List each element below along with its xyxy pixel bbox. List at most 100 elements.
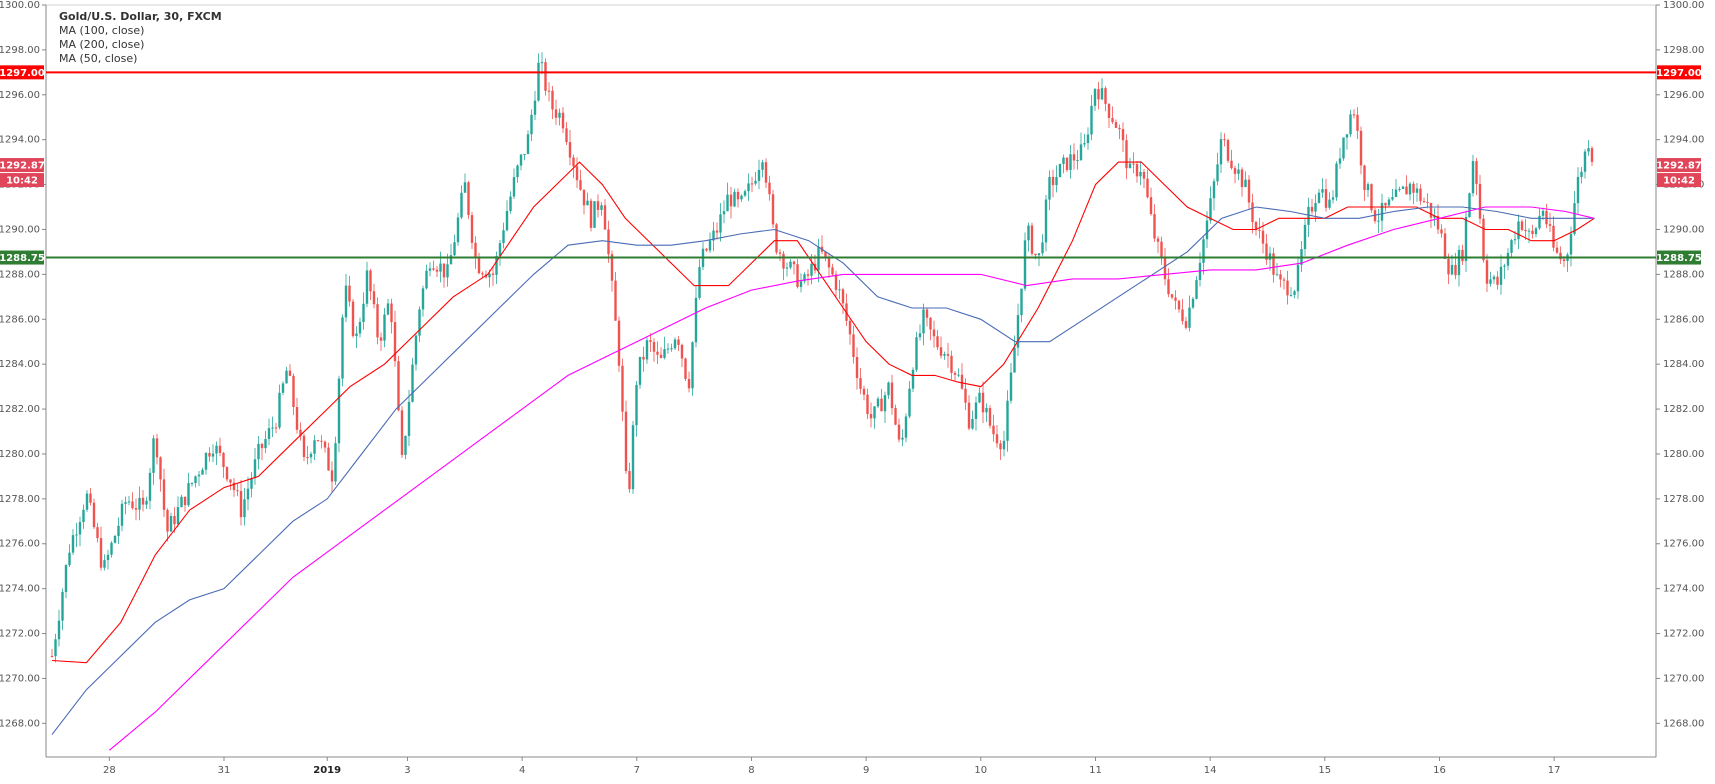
candle-body [750,183,754,185]
y-tick-label-right: 1294.00 [1663,135,1704,146]
candle-body [624,411,628,472]
candle-body [1188,307,1191,328]
candle-body [1471,161,1475,194]
candle-body [1419,188,1422,202]
candle-body [1510,240,1513,253]
candle-body [1545,210,1548,225]
candle-body [1408,183,1412,195]
candle-body [281,383,285,393]
candle-body [1167,279,1170,295]
candle-body [393,322,397,362]
candle-body [978,392,981,403]
candle-body [379,337,383,341]
candle-body [1174,297,1177,301]
candle-body [1170,294,1174,298]
candle-body [1254,222,1258,230]
candle-body [848,320,852,335]
legend-ma200: MA (200, close) [59,38,145,51]
candle-body [1191,298,1195,308]
candle-body [1384,202,1387,206]
candle-body [103,560,106,568]
candle-body [593,201,596,228]
candle-body [1107,103,1111,119]
candle-body [953,372,957,375]
y-tick-label-right: 1280.00 [1663,449,1704,460]
candle-body [386,303,390,315]
candle-body [1013,347,1016,373]
x-tick-label: 15 [1318,765,1331,776]
candle-body [239,491,243,518]
y-tick-label-left: 1282.00 [0,404,40,415]
candle-body [925,309,929,318]
candle-body [782,253,785,269]
candle-body [187,483,190,506]
candle-body [526,134,530,154]
candle-body [866,394,869,415]
candle-body [1114,122,1118,128]
candle-body [295,407,299,430]
candlestick-series [50,52,1594,663]
candle-body [355,333,358,337]
candle-body [789,261,792,268]
candle-body [96,527,99,539]
candle-body [691,342,694,389]
candle-body [1121,129,1125,141]
y-tick-label-left: 1270.00 [0,673,40,684]
candle-body [376,304,379,338]
candle-body [1345,134,1349,138]
x-tick-label: 14 [1204,765,1217,776]
candle-body [92,502,96,528]
candle-body [1223,139,1226,141]
candle-body [292,375,295,407]
candle-body [911,369,915,389]
candle-body [1251,202,1254,223]
candle-body [428,268,432,271]
candle-body [1286,280,1289,296]
candle-body [145,500,148,505]
candle-body [1485,260,1489,284]
candle-body [229,479,232,483]
countdown-badge-text: 10:42 [1663,176,1695,187]
candle-body [841,289,845,304]
candle-body [666,348,670,350]
candle-body [260,443,264,449]
candle-body [981,392,985,413]
candle-body [320,440,323,442]
candle-body [197,474,201,477]
candle-body [1128,163,1132,169]
candle-body [778,252,782,254]
candle-body [1583,151,1587,172]
candle-body [183,496,187,506]
candle-body [442,263,446,278]
y-tick-label-left: 1300.00 [0,0,40,11]
candle-body [698,267,701,298]
candle-body [1202,239,1205,263]
candle-body [89,493,92,503]
candle-body [1100,88,1104,100]
countdown-badge-bg [0,173,44,188]
candle-body [743,191,747,196]
candle-body [1527,230,1531,232]
candle-body [1156,238,1160,242]
candle-body [852,334,855,358]
candle-body [502,230,505,244]
candle-body [568,142,572,158]
candle-body [341,317,344,379]
candle-body [1062,157,1065,164]
candle-body [1240,169,1244,188]
candle-body [635,384,638,426]
y-tick-label-left: 1268.00 [0,718,40,729]
x-tick-label: 2019 [313,765,341,776]
candle-body [617,320,621,366]
candle-body [918,333,922,338]
candle-body [1177,300,1181,310]
candle-body [236,490,239,492]
candle-body [530,114,533,135]
candle-body [110,542,113,555]
candle-body [78,522,82,535]
candle-body [673,339,677,349]
candle-body [54,639,57,657]
candle-body [551,90,554,110]
candle-body [565,128,568,143]
